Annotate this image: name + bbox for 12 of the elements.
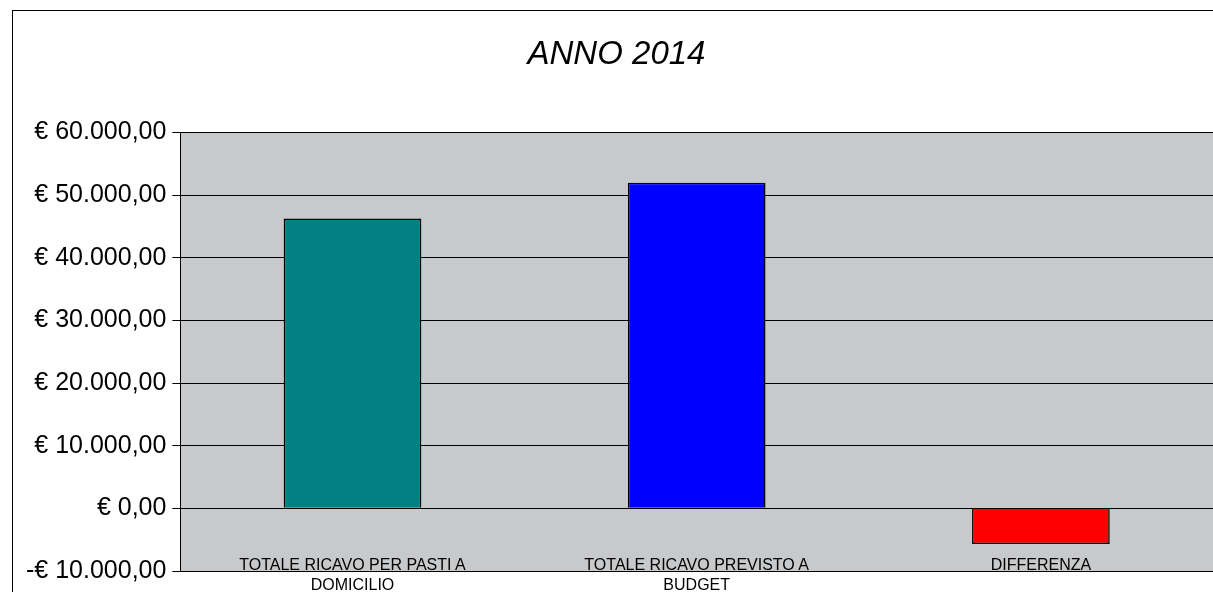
y-tick-label: € 10.000,00: [34, 429, 167, 458]
x-tick-label: TOTALE RICAVO PREVISTO A BUDGET: [584, 556, 810, 592]
chart-title: ANNO 2014: [525, 33, 706, 71]
y-tick-label: € 20.000,00: [34, 367, 167, 395]
y-tick-label: -€ 10.000,00: [25, 554, 167, 583]
y-tick-label: € 60.000,00: [34, 116, 167, 145]
y-tick-label: € 0,00: [96, 492, 167, 521]
x-tick-label: DIFFERENZA: [990, 556, 1092, 574]
y-tick-label: € 30.000,00: [34, 304, 167, 333]
x-tick-label: TOTALE RICAVO PER PASTI A DOMICILIO: [239, 556, 467, 592]
y-tick-label: € 40.000,00: [34, 241, 167, 270]
y-tick-label: € 50.000,00: [34, 179, 167, 208]
